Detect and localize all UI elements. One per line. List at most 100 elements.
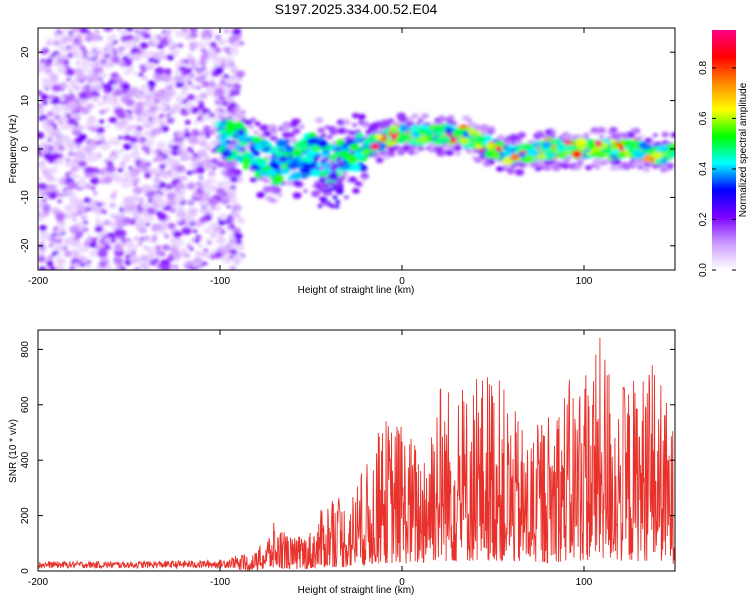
spectrogram-cell <box>571 150 583 159</box>
spectrogram-cell <box>190 129 201 137</box>
colorbar: 0.0 0.2 0.4 0.6 0.8 Normalized spectral ampl… <box>698 30 749 277</box>
spectrogram-cell <box>158 127 164 132</box>
spectrogram-cell <box>203 125 211 132</box>
spectrogram-cell <box>349 143 360 151</box>
spectrogram-cell <box>162 220 167 225</box>
spectrogram-cell <box>210 249 216 253</box>
spectrogram-cell <box>270 129 278 135</box>
spectrogram-cell <box>149 149 156 154</box>
spectrogram-cell <box>170 79 177 85</box>
spectrogram-cell <box>253 130 258 134</box>
spectrogram-cell <box>91 237 96 242</box>
spectrogram-cell <box>206 238 212 243</box>
spectrogram-cell <box>223 151 230 156</box>
spectrogram-cell <box>495 166 504 172</box>
spectrogram-cell <box>66 95 75 102</box>
spectrogram-cell <box>351 123 358 128</box>
spectrogram-cell <box>198 176 203 180</box>
spectrogram-cell <box>140 202 150 210</box>
spectrogram-cell <box>154 90 165 99</box>
spectrogram-cell <box>94 225 103 233</box>
colorbar-tick-label: 0.6 <box>698 111 709 125</box>
snr-y-label: SNR (10 * v/v) <box>8 419 19 483</box>
spectrogram-cell <box>337 160 343 165</box>
spectrogram-cell <box>179 189 185 193</box>
spectrogram-cell <box>203 261 208 266</box>
spectrogram-cell <box>187 62 193 67</box>
spectrogram-cell <box>315 117 324 124</box>
spectrogram-cell <box>159 49 166 55</box>
spectrogram-cell <box>514 168 525 176</box>
spectrogram-cell <box>592 129 598 134</box>
spectrogram-cell <box>84 263 92 270</box>
spectrogram-cell <box>92 62 99 67</box>
spectrogram-cell <box>135 216 140 220</box>
spectrogram-cell <box>80 214 88 221</box>
spectrogram-cell <box>599 128 605 133</box>
spectrogram-cell <box>159 164 166 169</box>
spectrogram-cell <box>144 139 155 147</box>
spectrogram-cell <box>200 74 207 80</box>
spectrogram-cell <box>553 138 563 146</box>
spectrogram-cell <box>233 105 240 110</box>
spectrogram-cell <box>218 108 225 113</box>
spectrogram-cell <box>148 39 153 43</box>
spectrogram-cell <box>218 213 228 221</box>
spectrogram-cell <box>80 106 90 115</box>
spectrogram-cell <box>434 118 440 123</box>
spectrogram-cell <box>229 249 238 256</box>
spectrogram-cell <box>122 143 132 150</box>
spectrogram-cell <box>433 124 442 131</box>
spectrogram-cell <box>208 129 215 135</box>
colorbar-tick-label: 0.8 <box>698 61 709 75</box>
spectrogram-cell <box>311 190 320 198</box>
spectrogram-cell <box>562 135 568 139</box>
spectrogram-cell <box>40 49 48 55</box>
spectrogram-cell <box>562 157 571 164</box>
spectrogram-cell <box>71 44 81 52</box>
snr-y-tick-label: 0 <box>20 568 31 574</box>
spectrogram-cell <box>184 120 191 125</box>
spectrogram-cell <box>121 181 131 189</box>
snr-x-tick-label: 100 <box>576 577 593 588</box>
spectrogram-cell <box>225 219 231 224</box>
spectrogram-cell <box>65 68 76 76</box>
spectrogram-cell <box>133 71 139 76</box>
spectrogram-cell <box>149 259 158 266</box>
spectrogram-cell <box>229 48 239 56</box>
spectrogram-cell <box>400 125 409 132</box>
spectrogram-cell <box>334 204 340 209</box>
spectrogram-cell <box>520 133 526 138</box>
spectrogram-cell <box>104 108 110 112</box>
spectrogram-cell <box>143 99 152 107</box>
spectrogram-cell <box>98 119 105 124</box>
spectrogram-x-tick-label: 0 <box>399 276 405 287</box>
spectrogram-cell <box>196 116 203 121</box>
spectrogram-cell <box>285 158 294 165</box>
spectrogram-cell <box>327 188 333 193</box>
spectrogram-cell <box>148 86 155 92</box>
spectrogram-cell <box>415 137 423 143</box>
spectrogram-cell <box>161 74 172 83</box>
spectrogram-cell <box>291 171 303 180</box>
spectrogram-cell <box>254 121 261 126</box>
spectrogram-cell <box>232 227 241 234</box>
spectrogram-cell <box>330 186 336 191</box>
spectrogram-cell <box>133 186 143 195</box>
spectrogram-cell <box>334 151 341 156</box>
spectrogram-cell <box>186 94 195 101</box>
spectrogram-cell <box>144 172 152 179</box>
spectrogram-cell <box>265 195 274 202</box>
spectrogram-cell <box>175 182 186 190</box>
colorbar-tick-label: 0.4 <box>698 162 709 176</box>
spectrogram-cell <box>97 153 102 157</box>
spectrogram-cell <box>262 186 273 193</box>
spectrogram-cell <box>609 164 619 171</box>
spectrogram-cell <box>50 53 56 58</box>
spectrogram-cell <box>264 178 270 183</box>
spectrogram-cell <box>119 149 124 153</box>
spectrogram-cell <box>103 53 111 59</box>
spectrogram-cell <box>95 133 102 138</box>
spectrogram-cell <box>317 203 323 208</box>
spectrogram-cell <box>229 224 235 229</box>
